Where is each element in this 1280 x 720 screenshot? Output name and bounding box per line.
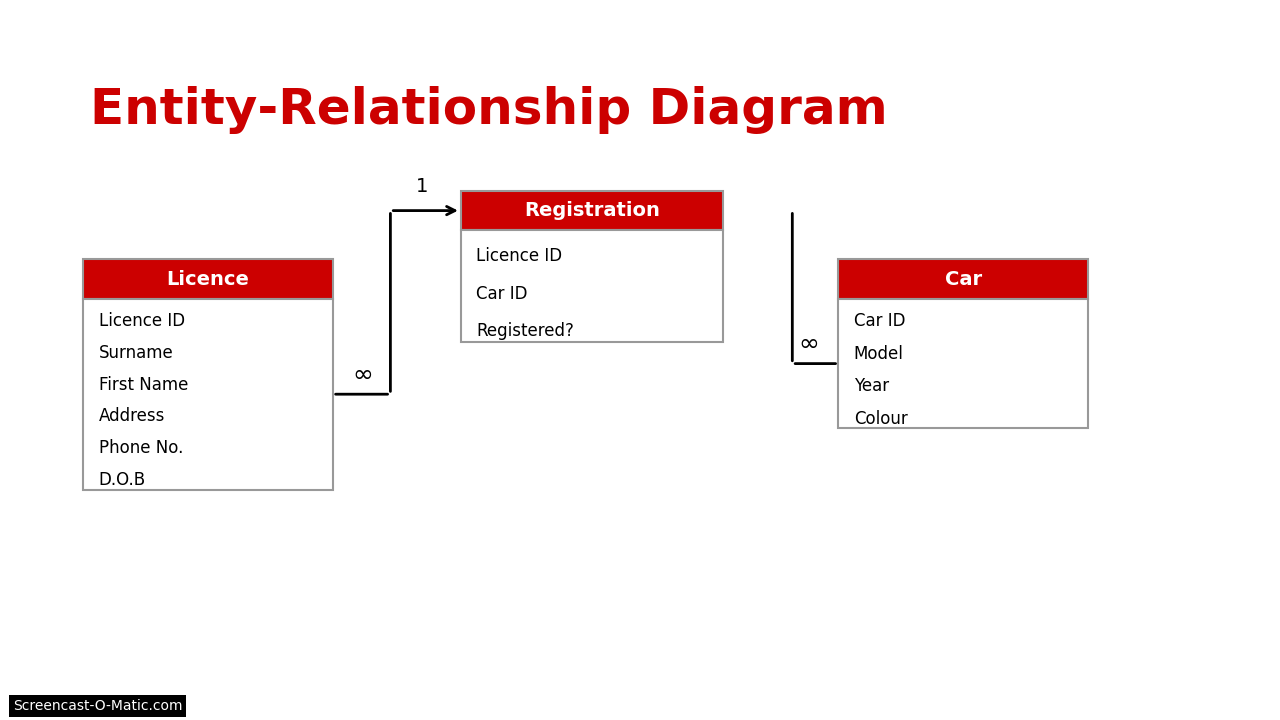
FancyBboxPatch shape bbox=[838, 299, 1088, 428]
Text: Phone No.: Phone No. bbox=[99, 439, 183, 457]
Text: Licence ID: Licence ID bbox=[476, 248, 562, 266]
Text: Car: Car bbox=[945, 269, 982, 289]
Text: Entity-Relationship Diagram: Entity-Relationship Diagram bbox=[90, 86, 887, 135]
Text: ∞: ∞ bbox=[799, 333, 819, 356]
Text: Address: Address bbox=[99, 408, 165, 426]
Text: Registration: Registration bbox=[524, 201, 660, 220]
FancyBboxPatch shape bbox=[838, 259, 1088, 299]
FancyBboxPatch shape bbox=[461, 230, 723, 342]
Text: ∞: ∞ bbox=[352, 363, 372, 387]
FancyBboxPatch shape bbox=[461, 191, 723, 230]
Text: Year: Year bbox=[854, 377, 888, 395]
Text: Registered?: Registered? bbox=[476, 322, 573, 340]
FancyBboxPatch shape bbox=[83, 299, 333, 490]
Text: Surname: Surname bbox=[99, 344, 173, 362]
Text: Colour: Colour bbox=[854, 410, 908, 428]
Text: Car ID: Car ID bbox=[854, 312, 905, 330]
Text: Model: Model bbox=[854, 345, 904, 363]
Text: 1: 1 bbox=[416, 177, 429, 197]
Text: Screencast-O-Matic.com: Screencast-O-Matic.com bbox=[13, 699, 182, 713]
Text: First Name: First Name bbox=[99, 376, 188, 394]
FancyBboxPatch shape bbox=[83, 259, 333, 299]
Text: Licence ID: Licence ID bbox=[99, 312, 184, 330]
Text: Licence: Licence bbox=[166, 269, 250, 289]
Text: Car ID: Car ID bbox=[476, 284, 527, 302]
Text: D.O.B: D.O.B bbox=[99, 471, 146, 489]
